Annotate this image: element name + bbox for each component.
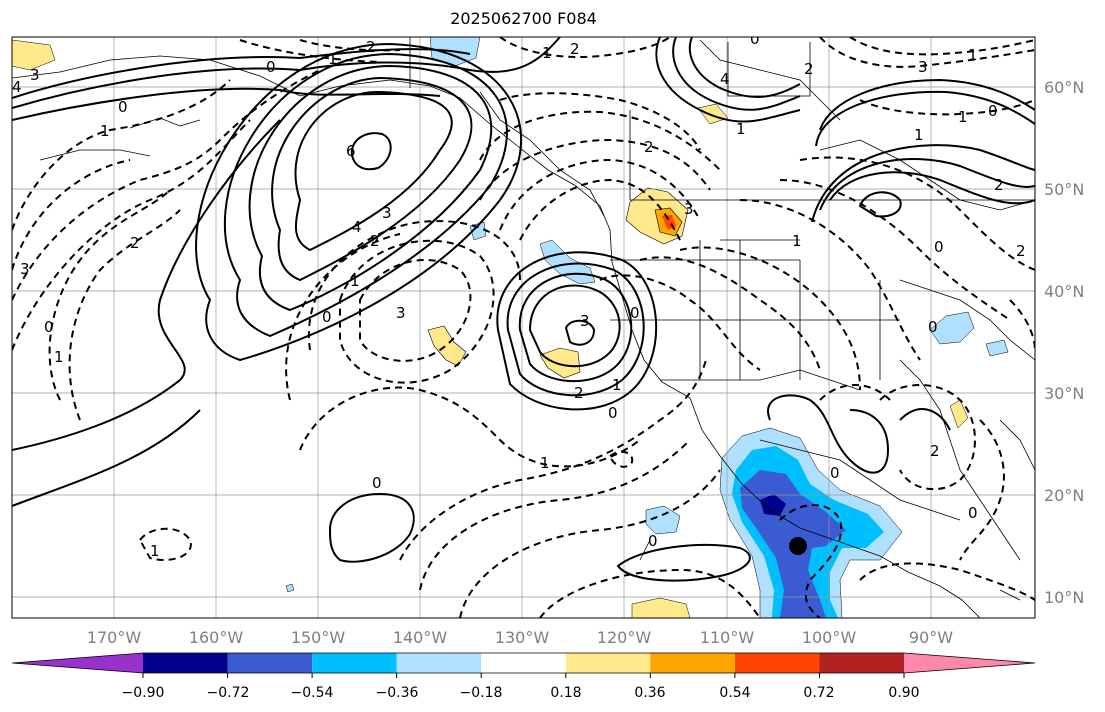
contour-label: 0 xyxy=(266,58,276,76)
graticule xyxy=(12,37,1035,618)
center-point-marker xyxy=(789,537,807,555)
contour-label: 1 xyxy=(736,120,746,138)
contour-label: 6 xyxy=(346,142,356,160)
contour-label: 2 xyxy=(644,138,654,156)
lat-label: 10°N xyxy=(1044,588,1084,607)
colorbar-tick-label: 0.36 xyxy=(634,685,665,701)
contour-label: 2 xyxy=(1016,242,1026,260)
colorbar-extend-high xyxy=(904,653,1035,673)
contour-label: 2 xyxy=(130,234,140,252)
contour-label: 4 xyxy=(12,78,22,96)
contour-label: 0 xyxy=(750,30,760,48)
map-title: 2025062700 F084 xyxy=(450,9,597,28)
lon-label: 160°W xyxy=(189,628,244,647)
lon-label: 120°W xyxy=(597,628,652,647)
contour-label: 4 xyxy=(352,218,362,236)
lon-label: 110°W xyxy=(700,628,755,647)
lat-label: 50°N xyxy=(1044,180,1084,199)
contour-label: 0 xyxy=(988,102,998,120)
lat-label: 20°N xyxy=(1044,486,1084,505)
colorbar-segment xyxy=(312,653,397,673)
contour-label: 0 xyxy=(648,532,658,550)
contour-label: 0 xyxy=(322,308,332,326)
lon-label: 100°W xyxy=(802,628,857,647)
contour-label: 3 xyxy=(30,66,40,84)
contour-label: 1 xyxy=(328,50,338,68)
contour-label: 1 xyxy=(792,232,802,250)
contour-label: 0 xyxy=(830,464,840,482)
colorbar-segment xyxy=(143,653,228,673)
latitude-labels: 60°N 50°N 40°N 30°N 20°N 10°N xyxy=(1044,78,1084,607)
colorbar-tick-label: −0.54 xyxy=(291,685,334,701)
contour-label: 1 xyxy=(968,46,978,64)
contour-label: 1 xyxy=(540,454,550,472)
colorbar-segment xyxy=(481,653,566,673)
colorbar-tick-label: 0.90 xyxy=(888,685,919,701)
contour-label: 3 xyxy=(580,312,590,330)
colorbar-tick-label: −0.18 xyxy=(460,685,503,701)
contour-label: 3 xyxy=(382,204,392,222)
contour-label: 2 xyxy=(370,232,380,250)
colorbar-segment xyxy=(819,653,904,673)
contour-label: 2 xyxy=(366,38,376,56)
lat-label: 60°N xyxy=(1044,78,1084,97)
contour-label: 4 xyxy=(720,70,730,88)
colorbar-segment xyxy=(396,653,482,673)
colorbar-tick-label: 0.18 xyxy=(550,685,581,701)
contour-label: 1 xyxy=(350,272,360,290)
lon-label: 150°W xyxy=(291,628,346,647)
contour-label: 2 xyxy=(994,176,1004,194)
contour-label: 1 xyxy=(150,542,160,560)
colorbar-segment xyxy=(227,653,313,673)
contour-label: 0 xyxy=(608,404,618,422)
colorbar-tick-label: −0.90 xyxy=(122,685,165,701)
contour-label: 3 xyxy=(684,200,694,218)
contour-label: 0 xyxy=(118,98,128,116)
contour-label: 1 xyxy=(914,126,924,144)
lon-label: 90°W xyxy=(909,628,953,647)
contour-label: 2 xyxy=(804,60,814,78)
colorbar-tick-label: −0.36 xyxy=(376,685,419,701)
contour-label: 2 xyxy=(574,384,584,402)
contour-label: 1 xyxy=(612,376,622,394)
contour-label: 2 xyxy=(570,40,580,58)
lat-label: 30°N xyxy=(1044,384,1084,403)
contour-label: 0 xyxy=(44,318,54,336)
contour-label: 0 xyxy=(372,474,382,492)
map-frame xyxy=(11,36,1036,619)
contour-labels: 3 4 0 1 2 0 1 6 4 3 2 1 0 2 3 3 3 0 1 2 … xyxy=(12,30,1026,560)
colorbar-tick-labels: −0.90 −0.72 −0.54 −0.36 −0.18 0.18 0.36 … xyxy=(122,685,920,701)
solid-contours xyxy=(12,37,1035,582)
colorbar-segment xyxy=(650,653,735,673)
colorbar-tick-label: −0.72 xyxy=(207,685,250,701)
colorbar-extend-low xyxy=(12,653,143,673)
contour-label: 0 xyxy=(934,238,944,256)
contour-label: 2 xyxy=(930,442,940,460)
contour-label: 1 xyxy=(542,44,552,62)
contour-label: 1 xyxy=(958,108,968,126)
lon-label: 170°W xyxy=(87,628,142,647)
longitude-labels: 170°W 160°W 150°W 140°W 130°W 120°W 110°… xyxy=(87,628,953,647)
colorbar-tick-label: 0.72 xyxy=(803,685,834,701)
contour-label: 1 xyxy=(100,122,110,140)
coastlines xyxy=(12,37,1035,618)
colorbar-segment xyxy=(734,653,820,673)
contour-label: 0 xyxy=(928,318,938,336)
colorbar-segment xyxy=(565,653,651,673)
contour-label: 0 xyxy=(968,504,978,522)
colorbar xyxy=(11,652,1036,678)
contour-label: 3 xyxy=(918,58,928,76)
lon-label: 140°W xyxy=(393,628,448,647)
dashed-contours xyxy=(12,37,1035,618)
lat-label: 40°N xyxy=(1044,282,1084,301)
contour-label: 0 xyxy=(630,304,640,322)
contour-label: 1 xyxy=(54,348,64,366)
contour-label: 3 xyxy=(20,260,30,278)
colorbar-tick-label: 0.54 xyxy=(719,685,750,701)
contour-label: 3 xyxy=(396,304,406,322)
lon-label: 130°W xyxy=(495,628,550,647)
